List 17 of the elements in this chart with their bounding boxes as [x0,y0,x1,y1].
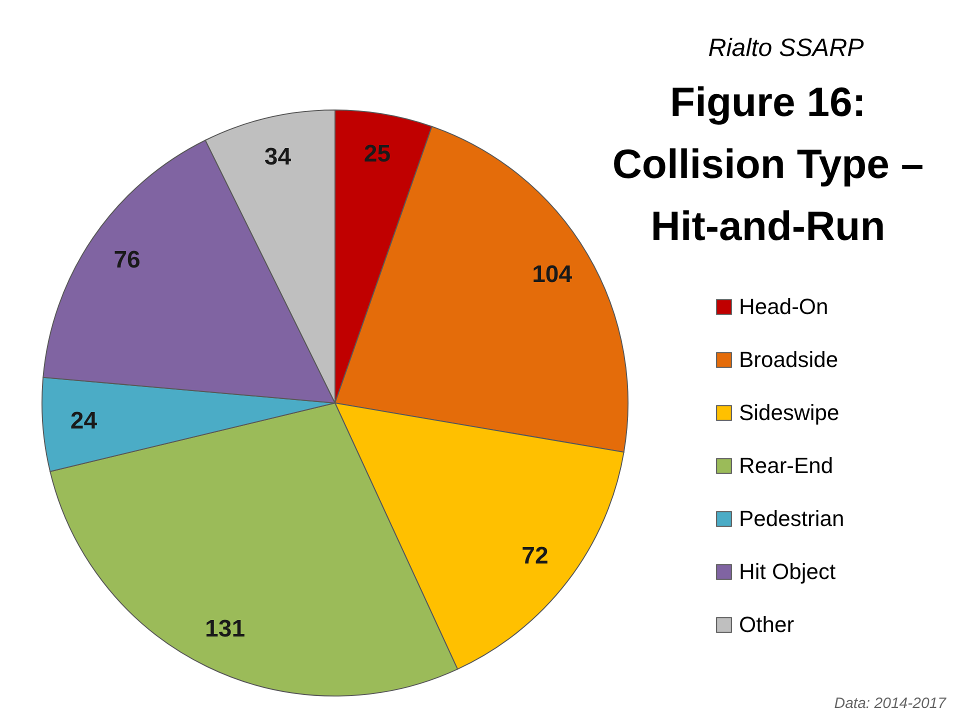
legend-label: Hit Object [739,559,836,584]
data-label: 72 [522,542,548,570]
chart-subtitle: Rialto SSARP [708,34,864,62]
data-label: 131 [204,616,246,643]
legend-label: Broadside [739,347,838,372]
legend-label: Other [739,612,794,637]
legend-label: Rear-End [739,453,834,478]
legend-label: Head-On [739,294,828,319]
data-label: 25 [364,140,391,168]
data-label: 104 [532,261,573,288]
data-label: 34 [264,144,292,171]
text: Data: 2014-2017 [834,695,947,712]
text: Figure 16: Collision Type – Hit-and-Run [612,79,924,249]
legend-label: Pedestrian [739,506,844,531]
data-label: 76 [114,246,140,274]
legend-label: Sideswipe [739,400,840,425]
data-label: 24 [70,408,98,435]
